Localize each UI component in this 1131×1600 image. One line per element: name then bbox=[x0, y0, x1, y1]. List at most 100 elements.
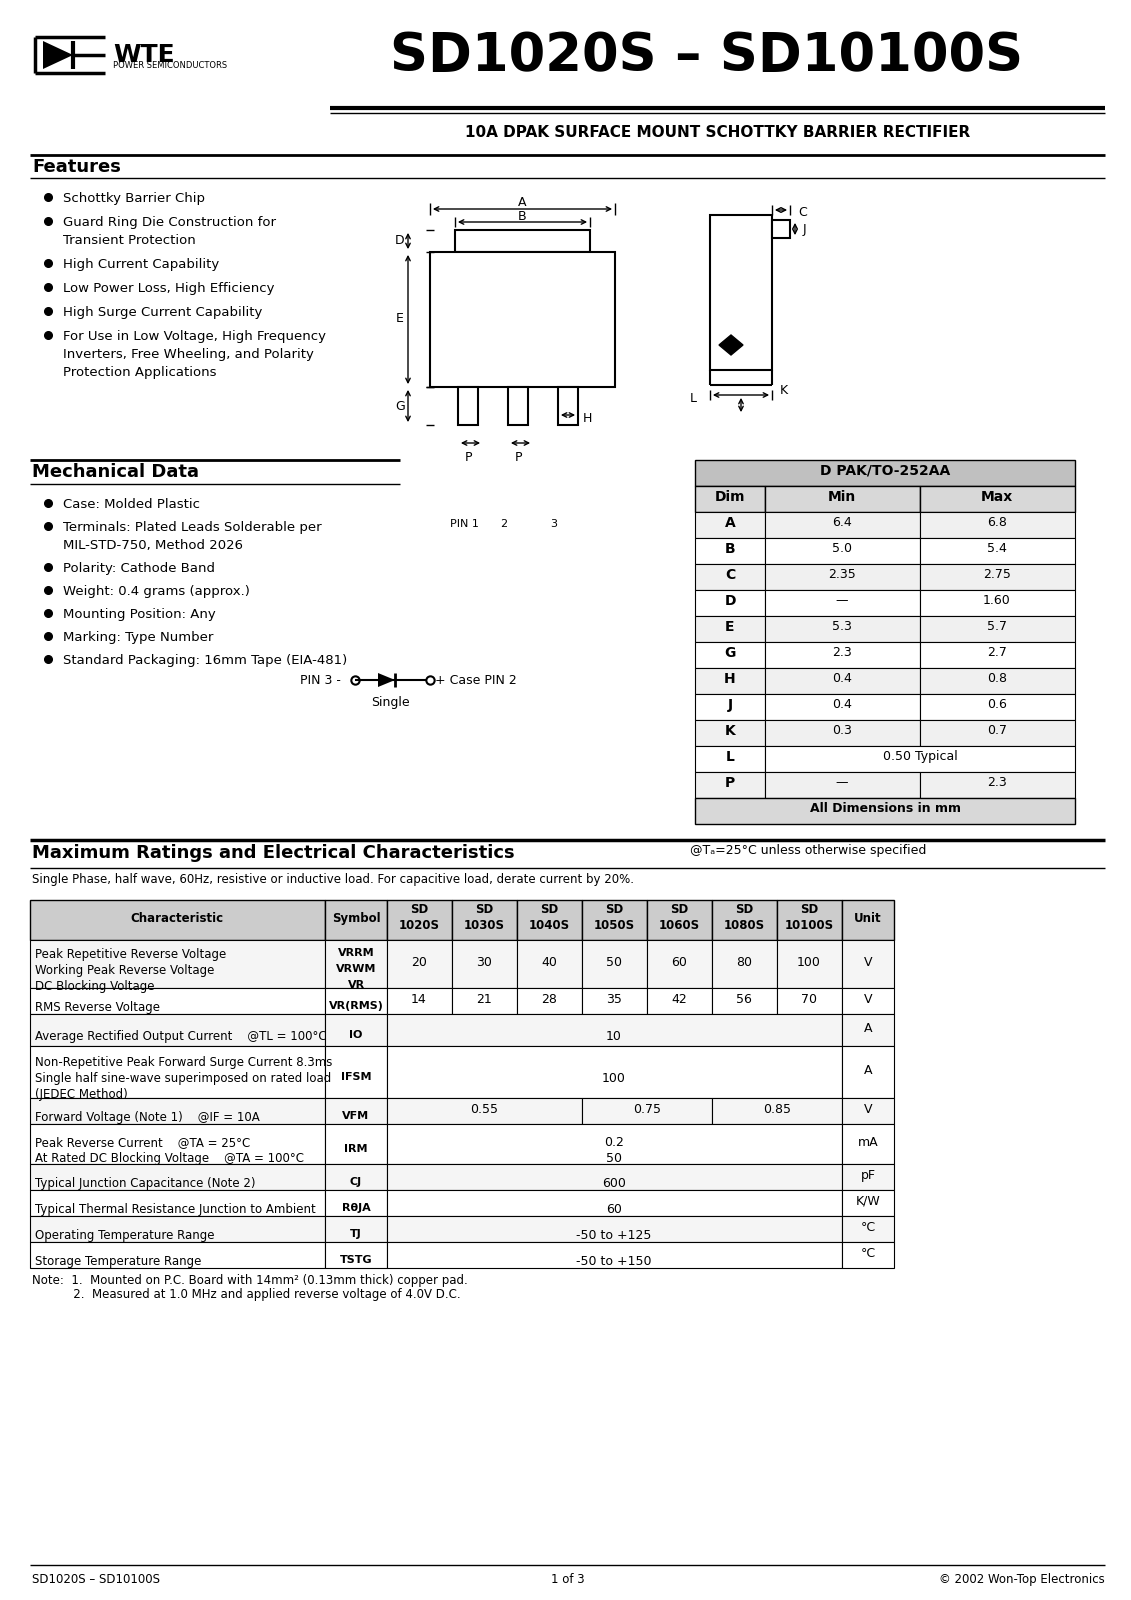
Bar bbox=[387, 1190, 841, 1216]
Text: D PAK/TO-252AA: D PAK/TO-252AA bbox=[820, 464, 950, 478]
Bar bbox=[920, 642, 1074, 669]
Text: 1050S: 1050S bbox=[594, 918, 634, 931]
Bar bbox=[31, 939, 325, 987]
Bar bbox=[31, 1165, 325, 1190]
Text: Single half sine-wave superimposed on rated load: Single half sine-wave superimposed on ra… bbox=[35, 1072, 331, 1085]
Text: PIN 1: PIN 1 bbox=[450, 518, 478, 530]
Bar bbox=[517, 939, 582, 987]
Bar bbox=[920, 565, 1074, 590]
Bar bbox=[582, 939, 647, 987]
Text: Marking: Type Number: Marking: Type Number bbox=[63, 630, 214, 643]
Text: 2: 2 bbox=[500, 518, 507, 530]
Text: IO: IO bbox=[349, 1030, 363, 1040]
Text: RMS Reverse Voltage: RMS Reverse Voltage bbox=[35, 1002, 159, 1014]
Text: H: H bbox=[724, 672, 736, 686]
Text: 80: 80 bbox=[736, 955, 752, 970]
Bar bbox=[696, 616, 765, 642]
Text: Single Phase, half wave, 60Hz, resistive or inductive load. For capacitive load,: Single Phase, half wave, 60Hz, resistive… bbox=[32, 874, 634, 886]
Text: 20: 20 bbox=[411, 955, 426, 970]
Bar bbox=[841, 1098, 893, 1123]
Text: 2.75: 2.75 bbox=[983, 568, 1011, 581]
Bar bbox=[325, 1046, 387, 1098]
Text: 5.7: 5.7 bbox=[987, 619, 1007, 634]
Text: SD: SD bbox=[605, 902, 623, 915]
Text: K: K bbox=[780, 384, 788, 397]
Bar bbox=[31, 987, 325, 1014]
Bar bbox=[558, 387, 578, 426]
Bar bbox=[647, 987, 713, 1014]
Text: 6.8: 6.8 bbox=[987, 515, 1007, 530]
Bar bbox=[325, 1242, 387, 1267]
Text: 1040S: 1040S bbox=[528, 918, 570, 931]
Bar bbox=[696, 694, 765, 720]
Text: Storage Temperature Range: Storage Temperature Range bbox=[35, 1254, 201, 1267]
Text: 1080S: 1080S bbox=[724, 918, 765, 931]
Text: 0.50 Typical: 0.50 Typical bbox=[882, 750, 957, 763]
Text: Forward Voltage (Note 1)    @IF = 10A: Forward Voltage (Note 1) @IF = 10A bbox=[35, 1110, 260, 1123]
Text: 0.7: 0.7 bbox=[987, 723, 1007, 738]
Bar bbox=[765, 565, 920, 590]
Bar bbox=[710, 214, 772, 370]
Text: Max: Max bbox=[981, 490, 1013, 504]
Text: Non-Repetitive Peak Forward Surge Current 8.3ms: Non-Repetitive Peak Forward Surge Curren… bbox=[35, 1056, 333, 1069]
Bar bbox=[452, 939, 517, 987]
Bar bbox=[765, 773, 920, 798]
Bar bbox=[765, 590, 920, 616]
Bar bbox=[325, 899, 387, 939]
Text: VRRM: VRRM bbox=[338, 947, 374, 958]
Text: E: E bbox=[396, 312, 404, 325]
Bar bbox=[582, 899, 647, 939]
Text: K: K bbox=[725, 723, 735, 738]
Text: 60: 60 bbox=[671, 955, 687, 970]
Text: 10100S: 10100S bbox=[785, 918, 834, 931]
Bar bbox=[325, 1123, 387, 1165]
Text: Guard Ring Die Construction for: Guard Ring Die Construction for bbox=[63, 216, 276, 229]
Text: © 2002 Won-Top Electronics: © 2002 Won-Top Electronics bbox=[939, 1573, 1105, 1586]
Text: Mechanical Data: Mechanical Data bbox=[32, 462, 199, 482]
Text: POWER SEMICONDUCTORS: POWER SEMICONDUCTORS bbox=[113, 61, 227, 70]
Text: Case: Molded Plastic: Case: Molded Plastic bbox=[63, 498, 200, 510]
Text: mA: mA bbox=[857, 1136, 879, 1149]
Bar bbox=[765, 746, 1074, 773]
Bar bbox=[841, 987, 893, 1014]
Text: Symbol: Symbol bbox=[331, 912, 380, 925]
Text: Maximum Ratings and Electrical Characteristics: Maximum Ratings and Electrical Character… bbox=[32, 845, 515, 862]
Bar bbox=[696, 538, 765, 565]
Text: 5.0: 5.0 bbox=[832, 542, 852, 555]
Text: SD: SD bbox=[475, 902, 493, 915]
Bar bbox=[31, 1216, 325, 1242]
Bar bbox=[582, 987, 647, 1014]
Text: —: — bbox=[836, 776, 848, 789]
Text: Schottky Barrier Chip: Schottky Barrier Chip bbox=[63, 192, 205, 205]
Text: RθJA: RθJA bbox=[342, 1203, 370, 1213]
Bar bbox=[841, 899, 893, 939]
Bar bbox=[777, 987, 841, 1014]
Bar bbox=[696, 461, 1074, 486]
Text: Weight: 0.4 grams (approx.): Weight: 0.4 grams (approx.) bbox=[63, 586, 250, 598]
Bar bbox=[31, 1014, 325, 1046]
Bar bbox=[325, 1216, 387, 1242]
Text: At Rated DC Blocking Voltage    @TA = 100°C: At Rated DC Blocking Voltage @TA = 100°C bbox=[35, 1152, 304, 1165]
Text: H: H bbox=[582, 411, 593, 424]
Bar bbox=[325, 1190, 387, 1216]
Bar bbox=[387, 1216, 841, 1242]
Text: High Current Capability: High Current Capability bbox=[63, 258, 219, 270]
Text: 60: 60 bbox=[606, 1203, 622, 1216]
Bar bbox=[387, 899, 452, 939]
Text: WTE: WTE bbox=[113, 43, 174, 67]
Bar bbox=[696, 486, 765, 512]
Text: 0.85: 0.85 bbox=[763, 1102, 791, 1117]
Text: Polarity: Cathode Band: Polarity: Cathode Band bbox=[63, 562, 215, 574]
Polygon shape bbox=[43, 42, 74, 69]
Bar bbox=[31, 1098, 325, 1123]
Bar bbox=[452, 899, 517, 939]
Text: Protection Applications: Protection Applications bbox=[63, 366, 216, 379]
Bar bbox=[31, 1242, 325, 1267]
Text: 40: 40 bbox=[541, 955, 556, 970]
Polygon shape bbox=[719, 334, 743, 355]
Text: -50 to +125: -50 to +125 bbox=[577, 1229, 651, 1242]
Text: J: J bbox=[727, 698, 733, 712]
Text: 70: 70 bbox=[801, 994, 817, 1006]
Text: 0.55: 0.55 bbox=[470, 1102, 498, 1117]
Bar bbox=[765, 538, 920, 565]
